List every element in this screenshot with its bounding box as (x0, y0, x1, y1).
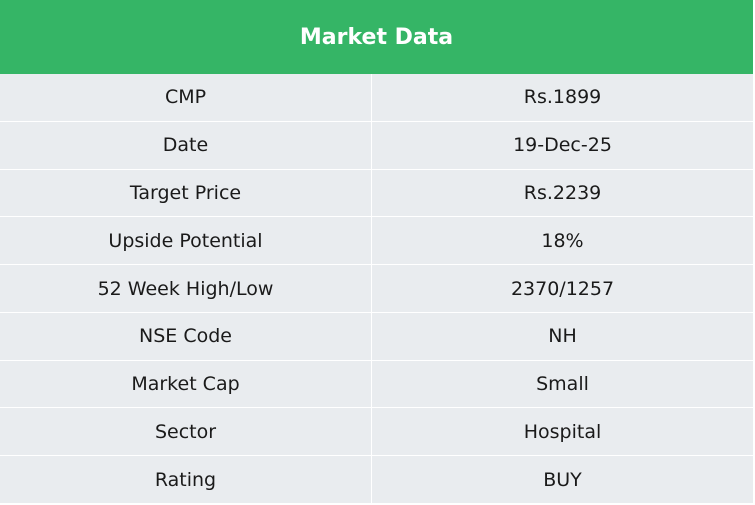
table-row: 52 Week High/Low 2370/1257 (0, 265, 753, 313)
table-row: Target Price Rs.2239 (0, 169, 753, 218)
table-row: NSE Code NH (0, 312, 753, 361)
row-label-cmp: CMP (0, 74, 372, 121)
table-row: Upside Potential 18% (0, 217, 753, 266)
row-value-sector: Hospital (523, 420, 602, 443)
row-value-52-week-high-low: 2370/1257 (510, 277, 615, 300)
row-value-date: 19-Dec-25 (513, 134, 612, 157)
row-value-market-cap: Small (536, 373, 589, 396)
table-row: Market Cap Small (0, 360, 753, 409)
row-label-rating: Rating (0, 456, 372, 504)
row-label-nse-code: NSE Code (0, 312, 372, 360)
table-row: Rating BUY (0, 456, 753, 504)
row-value-cmp: Rs.1899 (523, 86, 602, 109)
row-value-rating: BUY (543, 468, 582, 491)
row-label-target-price: Target Price (0, 169, 372, 217)
row-label-date: Date (0, 121, 372, 169)
row-label-52-week-high-low: 52 Week High/Low (0, 265, 372, 312)
row-value-target-price: Rs.2239 (523, 181, 602, 204)
row-value-nse-code: NH (548, 325, 577, 348)
row-label-upside-potential: Upside Potential (0, 217, 372, 265)
table-title: Market Data (0, 0, 753, 74)
row-label-sector: Sector (0, 408, 372, 456)
table-body: CMP Rs.1899 Date 19-Dec-25 Target Price … (0, 74, 753, 504)
table-row: Sector Hospital (0, 408, 753, 457)
row-value-upside-potential: 18% (541, 229, 584, 252)
row-label-market-cap: Market Cap (0, 360, 372, 408)
table-row: CMP Rs.1899 (0, 74, 753, 122)
table-row: Date 19-Dec-25 (0, 121, 753, 170)
